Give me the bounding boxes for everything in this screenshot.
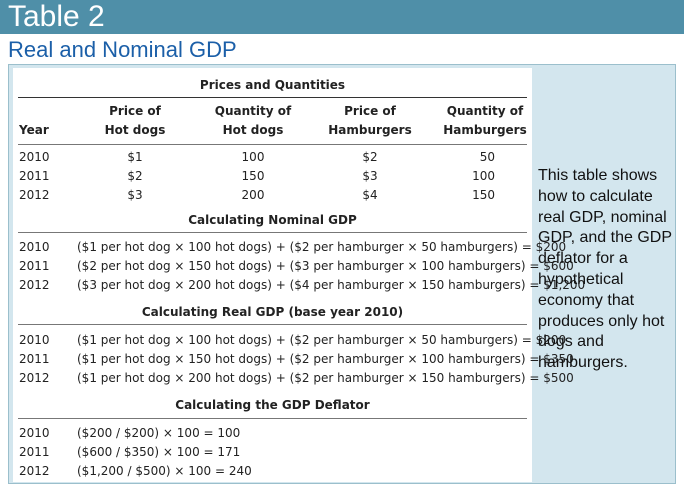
row-2010-year: 2010	[19, 150, 50, 164]
rule-top	[18, 97, 527, 98]
deflator-2011-calc: ($600 / $350) × 100 = 171	[77, 445, 241, 459]
col-head-qty-hotdogs-line1: Quantity of	[214, 104, 292, 118]
table-subtitle: Real and Nominal GDP	[8, 37, 237, 62]
row-2011-year: 2011	[19, 169, 50, 183]
col-head-qty-hotdogs-line2: Hot dogs	[222, 123, 284, 137]
row-2012-qty-hotdogs: 200	[241, 188, 265, 202]
nominal-2012-calc: ($3 per hot dog × 200 hot dogs) + ($4 pe…	[77, 278, 586, 292]
col-head-price-hotdogs-line2: Hot dogs	[104, 123, 166, 137]
rule-header	[18, 144, 527, 145]
row-2011-price-hotdogs: $2	[127, 169, 143, 183]
nominal-2012-year: 2012	[19, 278, 50, 292]
section-title-real: Calculating Real GDP (base year 2010)	[141, 305, 404, 319]
section-title-prices: Prices and Quantities	[199, 78, 346, 92]
row-2012-year: 2012	[19, 188, 50, 202]
row-2010-qty-hamburgers: 50	[479, 150, 495, 164]
section-title-deflator: Calculating the GDP Deflator	[175, 398, 370, 412]
row-2011-qty-hotdogs: 150	[241, 169, 265, 183]
col-head-year: Year	[19, 123, 49, 137]
nominal-2011-calc: ($2 per hot dog × 150 hot dogs) + ($3 pe…	[77, 259, 574, 273]
row-2010-qty-hotdogs: 100	[241, 150, 265, 164]
deflator-2012-year: 2012	[19, 464, 50, 478]
row-2011-qty-hamburgers: 100	[472, 169, 495, 183]
rule-deflator	[18, 418, 527, 419]
row-2012-qty-hamburgers: 150	[472, 188, 495, 202]
col-head-price-hamburgers-line1: Price of	[344, 104, 396, 118]
nominal-2010-year: 2010	[19, 240, 50, 254]
col-head-qty-hamburgers-line1: Quantity of	[446, 104, 524, 118]
row-2012-price-hamburgers: $4	[362, 188, 378, 202]
section-title-nominal: Calculating Nominal GDP	[188, 213, 357, 227]
deflator-2010-calc: ($200 / $200) × 100 = 100	[77, 426, 241, 440]
col-head-price-hamburgers-line2: Hamburgers	[328, 123, 412, 137]
nominal-2011-year: 2011	[19, 259, 50, 273]
side-note: This table shows how to calculate real G…	[538, 167, 672, 372]
deflator-2011-year: 2011	[19, 445, 50, 459]
row-2010-price-hotdogs: $1	[127, 150, 143, 164]
real-2012-year: 2012	[19, 371, 50, 385]
row-2010-price-hamburgers: $2	[362, 150, 378, 164]
gdp-table: Prices and Quantities Year Price of Hot …	[13, 68, 585, 482]
table-number-title: Table 2	[0, 0, 684, 34]
real-2011-calc: ($1 per hot dog × 150 hot dogs) + ($2 pe…	[77, 352, 574, 366]
real-2010-year: 2010	[19, 333, 50, 347]
real-2012-calc: ($1 per hot dog × 200 hot dogs) + ($2 pe…	[77, 371, 574, 385]
deflator-2012-calc: ($1,200 / $500) × 100 = 240	[77, 464, 252, 478]
real-2010-calc: ($1 per hot dog × 100 hot dogs) + ($2 pe…	[77, 333, 567, 347]
nominal-2010-calc: ($1 per hot dog × 100 hot dogs) + ($2 pe…	[77, 240, 567, 254]
row-2012-price-hotdogs: $3	[127, 188, 143, 202]
rule-nominal	[18, 232, 527, 233]
col-head-price-hotdogs-line1: Price of	[109, 104, 161, 118]
deflator-2010-year: 2010	[19, 426, 50, 440]
real-2011-year: 2011	[19, 352, 50, 366]
col-head-qty-hamburgers-line2: Hamburgers	[443, 123, 527, 137]
rule-real	[18, 324, 527, 325]
row-2011-price-hamburgers: $3	[362, 169, 378, 183]
